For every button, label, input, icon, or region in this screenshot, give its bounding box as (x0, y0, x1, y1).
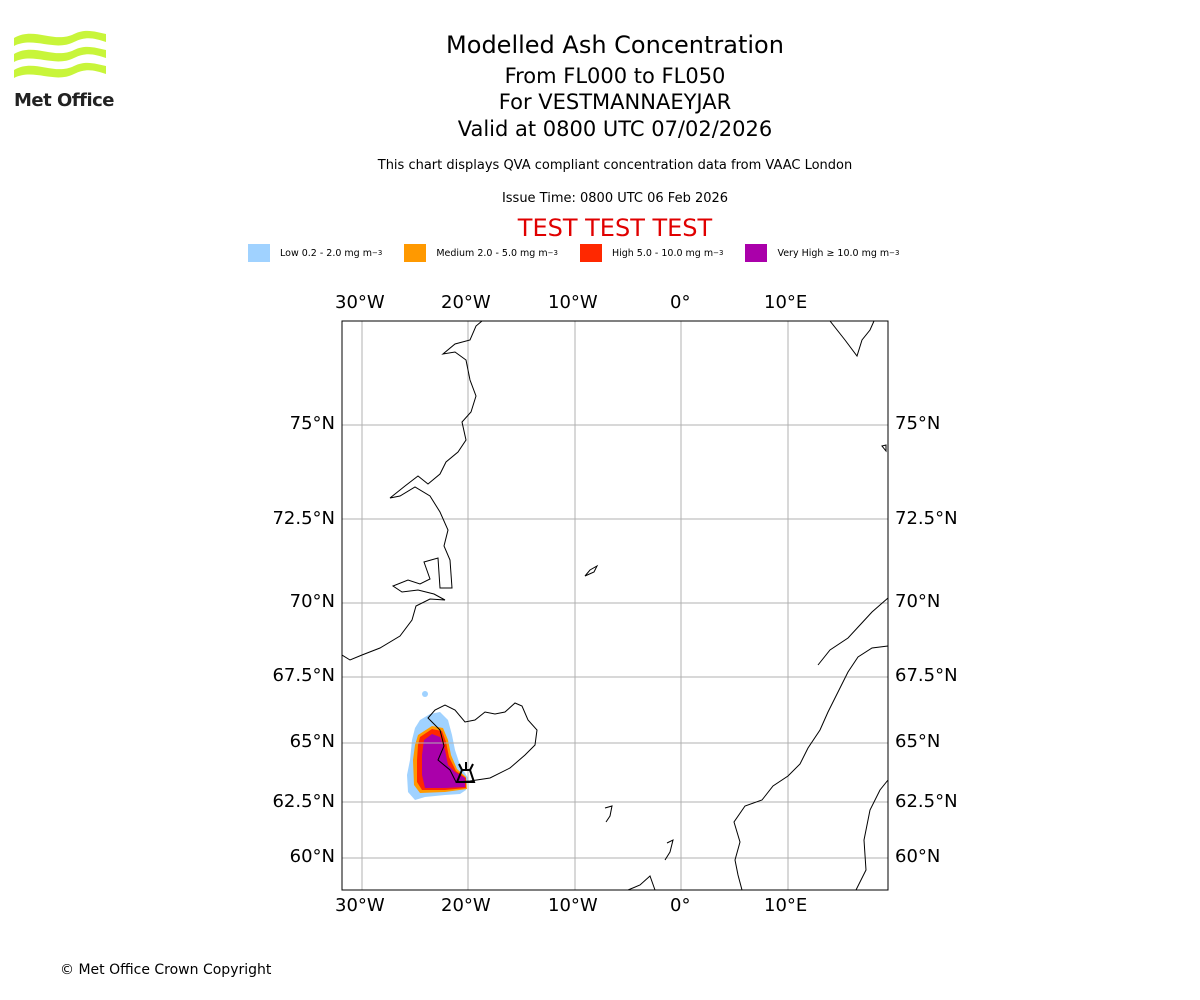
lat-tick-left: 65°N (289, 731, 335, 752)
legend-unit: −3 (713, 249, 724, 257)
coast-svalbard (829, 321, 875, 358)
test-banner: TEST TEST TEST (517, 214, 713, 242)
lat-tick-left: 67.5°N (272, 665, 335, 686)
legend-swatch (745, 244, 768, 262)
lon-tick-top: 10°E (764, 292, 808, 313)
legend-swatch (248, 244, 270, 262)
lat-tick-right: 72.5°N (895, 508, 958, 529)
lat-tick-right: 70°N (895, 591, 941, 612)
coast-faroes (604, 805, 613, 823)
legend-label: Very High ≥ 10.0 mg m (777, 247, 890, 259)
ash-very-high (422, 734, 465, 788)
met-office-logo (14, 30, 106, 92)
grid (342, 321, 888, 890)
legend-swatch (404, 244, 427, 262)
chart-title: Modelled Ash Concentration (446, 31, 784, 59)
lon-tick-top: 10°W (548, 292, 598, 313)
legend-unit: −3 (547, 249, 558, 257)
lat-tick-right: 65°N (895, 731, 941, 752)
legend-item-low: Low 0.2 - 2.0 mg m −3 (248, 244, 382, 262)
legend: Low 0.2 - 2.0 mg m −3 Medium 2.0 - 5.0 mg… (248, 244, 921, 262)
coast-jan-mayen (584, 564, 599, 577)
legend-unit: −3 (889, 249, 900, 257)
logo-text: Met Office (14, 90, 115, 111)
valid-time: Valid at 0800 UTC 07/02/2026 (457, 117, 773, 141)
map-frame (341, 320, 889, 891)
lat-tick-right: 62.5°N (895, 791, 958, 812)
lon-tick-bottom: 20°W (441, 895, 491, 916)
coastlines (342, 321, 888, 890)
lat-tick-left: 72.5°N (272, 508, 335, 529)
lat-tick-left: 62.5°N (272, 791, 335, 812)
coast-norway-north (817, 597, 888, 666)
lat-tick-right: 75°N (895, 413, 941, 434)
lat-tick-left: 60°N (289, 846, 335, 867)
lon-tick-top: 20°W (441, 292, 491, 313)
lat-tick-right: 60°N (895, 846, 941, 867)
lat-tick-left: 70°N (289, 591, 335, 612)
lon-tick-top: 0° (670, 292, 691, 313)
legend-label: Low 0.2 - 2.0 mg m (280, 247, 372, 259)
coast-greenland (342, 321, 483, 661)
lon-tick-bottom: 0° (670, 895, 691, 916)
lat-tick-right: 67.5°N (895, 665, 958, 686)
legend-swatch (579, 244, 602, 262)
legend-label: Medium 2.0 - 5.0 mg m (436, 247, 548, 259)
lon-tick-bottom: 30°W (335, 895, 385, 916)
coast-shetland (664, 839, 674, 861)
coast-sweden (855, 779, 888, 890)
subtitle: This chart displays QVA compliant concen… (377, 158, 853, 173)
flight-levels: From FL000 to FL050 (504, 64, 726, 88)
copyright: © Met Office Crown Copyright (60, 962, 272, 978)
lat-tick-left: 75°N (289, 413, 335, 434)
logo-waves-icon (14, 30, 106, 78)
coast-iceland (427, 702, 538, 783)
coast-bear-island (881, 444, 887, 453)
issue-time: Issue Time: 0800 UTC 06 Feb 2026 (501, 191, 729, 206)
coast-scotland (627, 875, 656, 890)
volcano-icon (455, 762, 476, 783)
lon-tick-bottom: 10°W (548, 895, 598, 916)
lon-tick-bottom: 10°E (764, 895, 808, 916)
legend-item-high: High 5.0 - 10.0 mg m −3 (579, 244, 724, 262)
coast-norway (733, 645, 888, 890)
legend-item-medium: Medium 2.0 - 5.0 mg m −3 (404, 244, 558, 262)
legend-unit: −3 (372, 249, 383, 257)
volcano-name: For VESTMANNAEYJAR (498, 90, 732, 114)
legend-item-very-high: Very High ≥ 10.0 mg m −3 (745, 244, 899, 262)
legend-label: High 5.0 - 10.0 mg m (611, 247, 714, 259)
lon-tick-top: 30°W (335, 292, 385, 313)
